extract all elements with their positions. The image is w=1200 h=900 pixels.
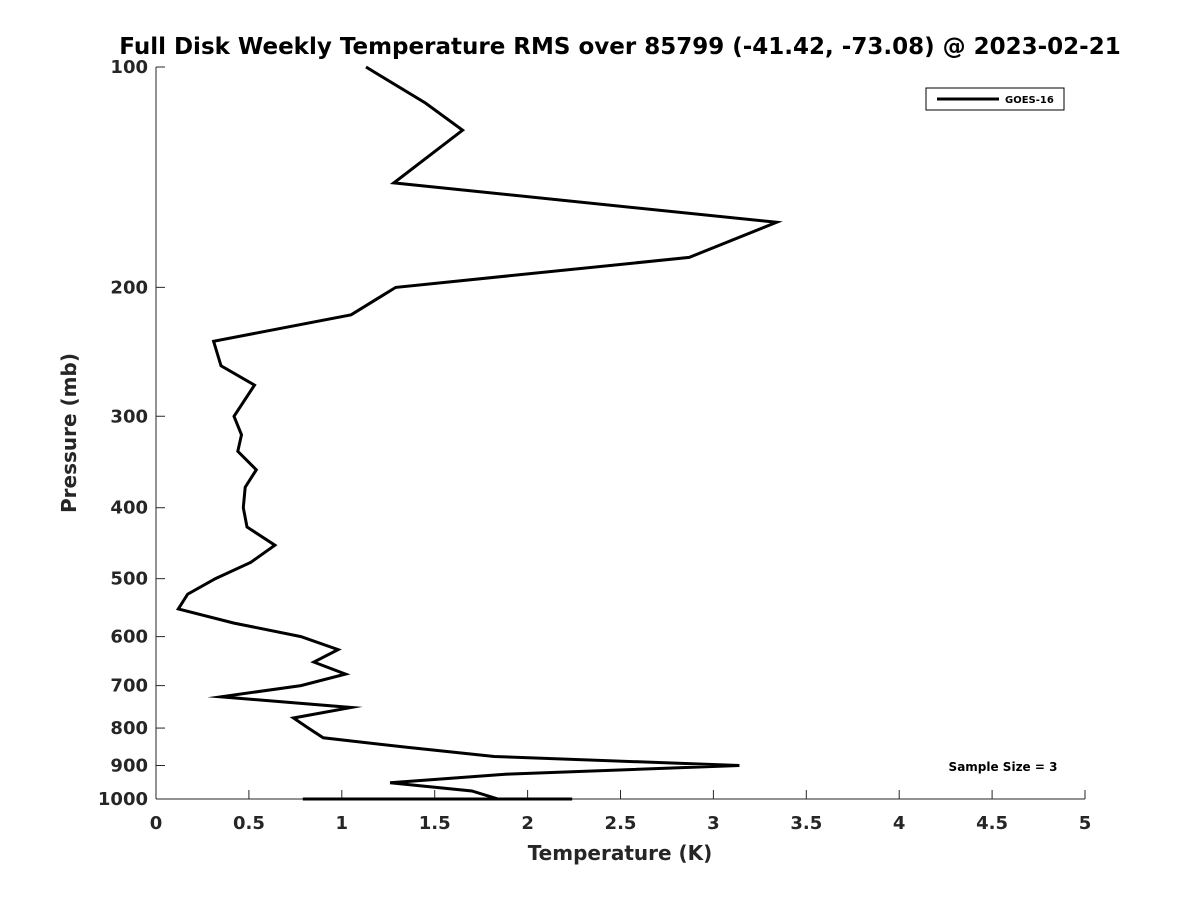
legend: GOES-16 bbox=[925, 87, 1065, 111]
plot-axes: 0 0.5 1 1.5 2 2.5 3 3.5 4 4.5 5 100 200 300 400 500 600 7… bbox=[98, 57, 1091, 834]
x-tick-label: 3.5 bbox=[790, 813, 822, 834]
series-layer bbox=[175, 65, 783, 801]
y-tick-label: 700 bbox=[110, 676, 148, 697]
legend-label: GOES-16 bbox=[1005, 95, 1054, 106]
series-line-goes-16 bbox=[175, 65, 783, 801]
x-tick-label: 4 bbox=[893, 813, 906, 834]
y-tick-label: 800 bbox=[110, 718, 148, 739]
y-tick-label: 100 bbox=[110, 57, 148, 78]
chart-title: Full Disk Weekly Temperature RMS over 85… bbox=[119, 34, 1121, 60]
sample-size-annotation: Sample Size = 3 bbox=[949, 760, 1058, 774]
x-tick-label: 0 bbox=[150, 813, 163, 834]
y-axis-label: Pressure (mb) bbox=[57, 353, 81, 513]
y-tick-label: 1000 bbox=[98, 789, 148, 810]
y-tick-label: 900 bbox=[110, 756, 148, 777]
y-tick-label: 600 bbox=[110, 627, 148, 648]
x-tick-label: 1.5 bbox=[419, 813, 451, 834]
x-tick-label: 3 bbox=[707, 813, 720, 834]
x-tick-label: 1 bbox=[336, 813, 349, 834]
x-tick-label: 4.5 bbox=[976, 813, 1008, 834]
y-tick-label: 500 bbox=[110, 569, 148, 590]
x-axis-label: Temperature (K) bbox=[528, 841, 713, 865]
x-tick-label: 2 bbox=[521, 813, 534, 834]
x-tick-label: 0.5 bbox=[233, 813, 265, 834]
x-tick-label: 2.5 bbox=[605, 813, 637, 834]
x-tick-label: 5 bbox=[1079, 813, 1092, 834]
y-tick-label: 400 bbox=[110, 498, 148, 519]
y-tick-label: 200 bbox=[110, 277, 148, 298]
y-tick-label: 300 bbox=[110, 406, 148, 427]
